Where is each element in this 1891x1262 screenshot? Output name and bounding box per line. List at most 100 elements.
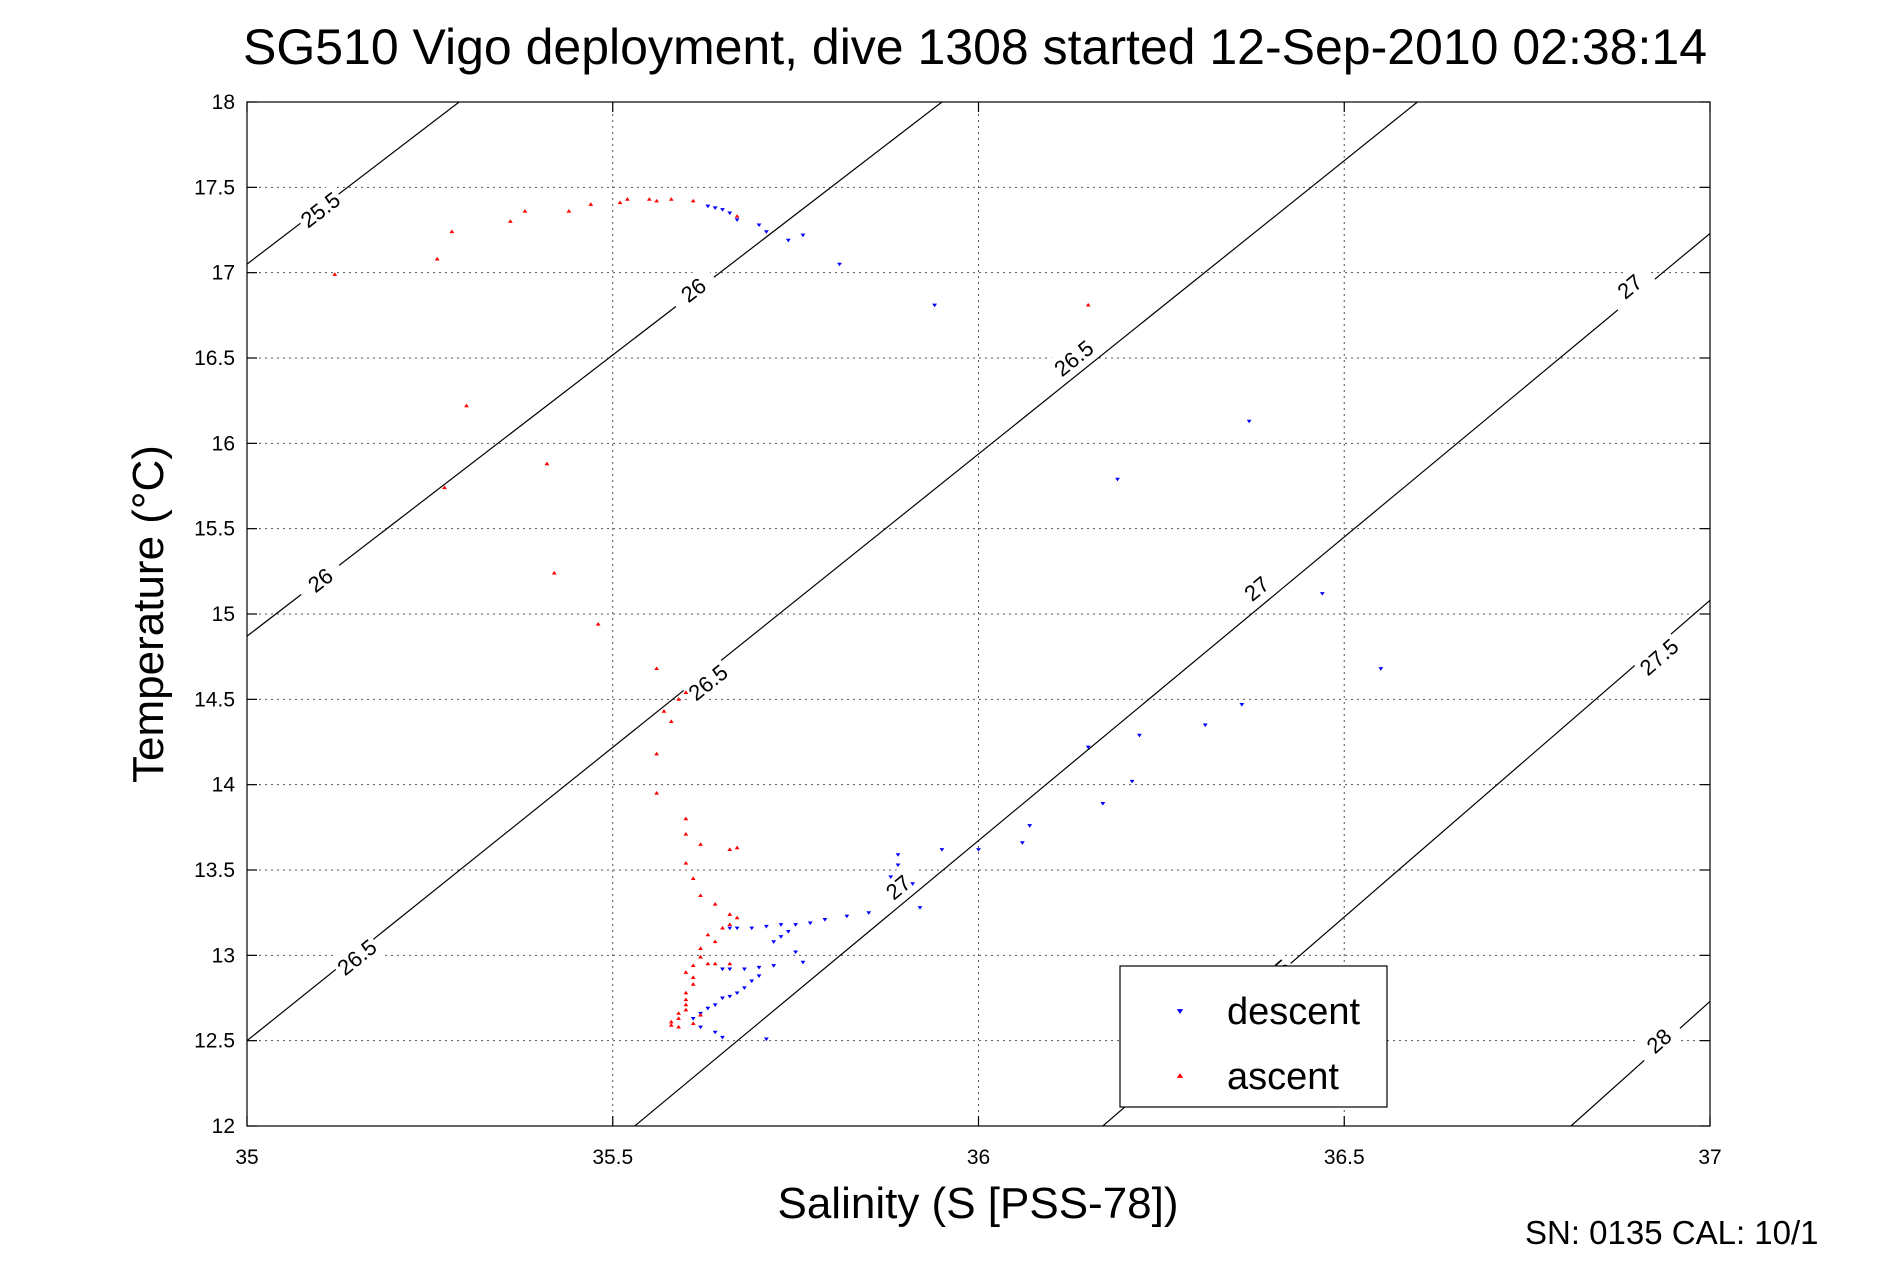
ascent-point: [683, 1007, 689, 1012]
descent-point: [771, 964, 777, 968]
density-contour-label: 26.5: [1046, 332, 1102, 384]
legend-markers: [1176, 1009, 1184, 1078]
x-axis-label: Salinity (S [PSS-78]): [777, 1179, 1178, 1228]
instrument-footer: SN: 0135 CAL: 10/1: [1525, 1214, 1819, 1251]
descent-point: [1100, 802, 1106, 806]
ascent-point: [705, 961, 711, 966]
descent-point: [939, 848, 945, 852]
descent-point: [976, 848, 981, 852]
legend-marker-descent: [1176, 1009, 1184, 1014]
descent-point: [698, 1025, 703, 1030]
ascent-point: [442, 485, 447, 490]
ascent-point: [720, 925, 725, 930]
descent-point: [1019, 841, 1025, 845]
descent-point: [778, 935, 784, 939]
ascent-point: [449, 229, 455, 234]
ascent-point: [727, 961, 733, 966]
ascent-point: [522, 209, 528, 213]
descent-point: [720, 996, 725, 1001]
x-tick-label: 36: [967, 1146, 990, 1169]
ascent-point: [683, 816, 689, 821]
density-contour-line: [247, 102, 460, 265]
ascent-point: [544, 461, 550, 466]
y-tick-label: 16: [212, 432, 235, 455]
ascent-point: [690, 982, 696, 986]
descent-point: [727, 994, 733, 999]
descent-point: [734, 926, 740, 931]
ascent-point: [654, 751, 660, 756]
ascent-point: [566, 209, 572, 213]
ascent-point: [654, 198, 660, 203]
density-contour-label: 26: [292, 554, 348, 606]
density-contour-label-bg: [1046, 332, 1102, 384]
descent-point: [763, 1037, 769, 1042]
density-contour-label-bg: [870, 860, 926, 914]
ascent-point: [734, 214, 740, 218]
ascent-point: [683, 832, 689, 836]
ascent-point: [698, 842, 703, 846]
descent-point: [1319, 592, 1325, 596]
ascent-point: [690, 963, 696, 968]
descent-point: [837, 262, 842, 267]
ascent-point: [668, 197, 674, 201]
x-tick-label: 36.5: [1324, 1146, 1365, 1169]
descent-point: [1137, 733, 1142, 738]
descent-point: [720, 1035, 725, 1040]
x-tick-label: 35: [235, 1146, 258, 1169]
ascent-point: [690, 1021, 696, 1026]
descent-point: [895, 863, 901, 868]
ascent-point: [434, 256, 440, 261]
descent-point: [734, 218, 740, 222]
y-axis-label: Temperature (°C): [124, 445, 173, 783]
density-contour-label-bg: [1631, 630, 1687, 683]
descent-point: [807, 921, 813, 926]
ascent-point: [668, 719, 674, 723]
ascent-point: [654, 666, 660, 671]
descent-point: [917, 906, 923, 910]
descent-point: [1202, 723, 1208, 728]
descent-point: [800, 960, 806, 965]
descent-point: [1115, 477, 1120, 482]
legend-label-descent: descent: [1227, 991, 1361, 1033]
y-tick-label: 13.5: [194, 859, 235, 882]
ascent-point: [705, 932, 711, 937]
y-tick-label: 15.5: [194, 518, 235, 541]
ascent-point: [690, 876, 696, 880]
y-tick-label: 12: [212, 1115, 235, 1138]
ascent-point: [698, 893, 703, 898]
ascent-point: [668, 1019, 674, 1024]
ascent-point: [676, 697, 681, 701]
descent-point: [756, 223, 762, 228]
legend-marker-ascent: [1176, 1073, 1184, 1078]
descent-point: [763, 230, 769, 234]
density-contour-label-bg: [1631, 1014, 1687, 1068]
descent-point: [800, 233, 806, 238]
density-contour-line: [247, 102, 943, 637]
descent-point: [756, 965, 762, 970]
descent-point: [690, 1017, 696, 1021]
descent-point: [1027, 824, 1033, 828]
descent-point: [749, 979, 755, 984]
descent-point: [910, 882, 916, 886]
density-contour-label-bg: [292, 554, 348, 606]
legend: descent ascent: [1119, 965, 1388, 1108]
descent-point: [763, 924, 769, 929]
density-contour-label: 25.5: [292, 183, 348, 236]
ascent-point: [676, 1024, 681, 1029]
descent-point: [895, 853, 901, 857]
ascent-point: [683, 997, 689, 1002]
data-points: [332, 197, 1384, 1042]
density-contour-label-bg: [329, 931, 385, 983]
descent-point: [778, 923, 784, 927]
x-tick-label: 35.5: [592, 1146, 633, 1169]
descent-point: [727, 211, 733, 216]
density-contour-label-bg: [680, 656, 736, 709]
ascent-point: [698, 946, 703, 950]
y-tick-label: 16.5: [194, 347, 235, 370]
ascent-point: [661, 709, 667, 713]
ascent-point: [654, 791, 660, 795]
y-tick-label: 12.5: [194, 1030, 235, 1053]
descent-point: [1246, 419, 1252, 424]
ascent-point: [727, 922, 733, 927]
